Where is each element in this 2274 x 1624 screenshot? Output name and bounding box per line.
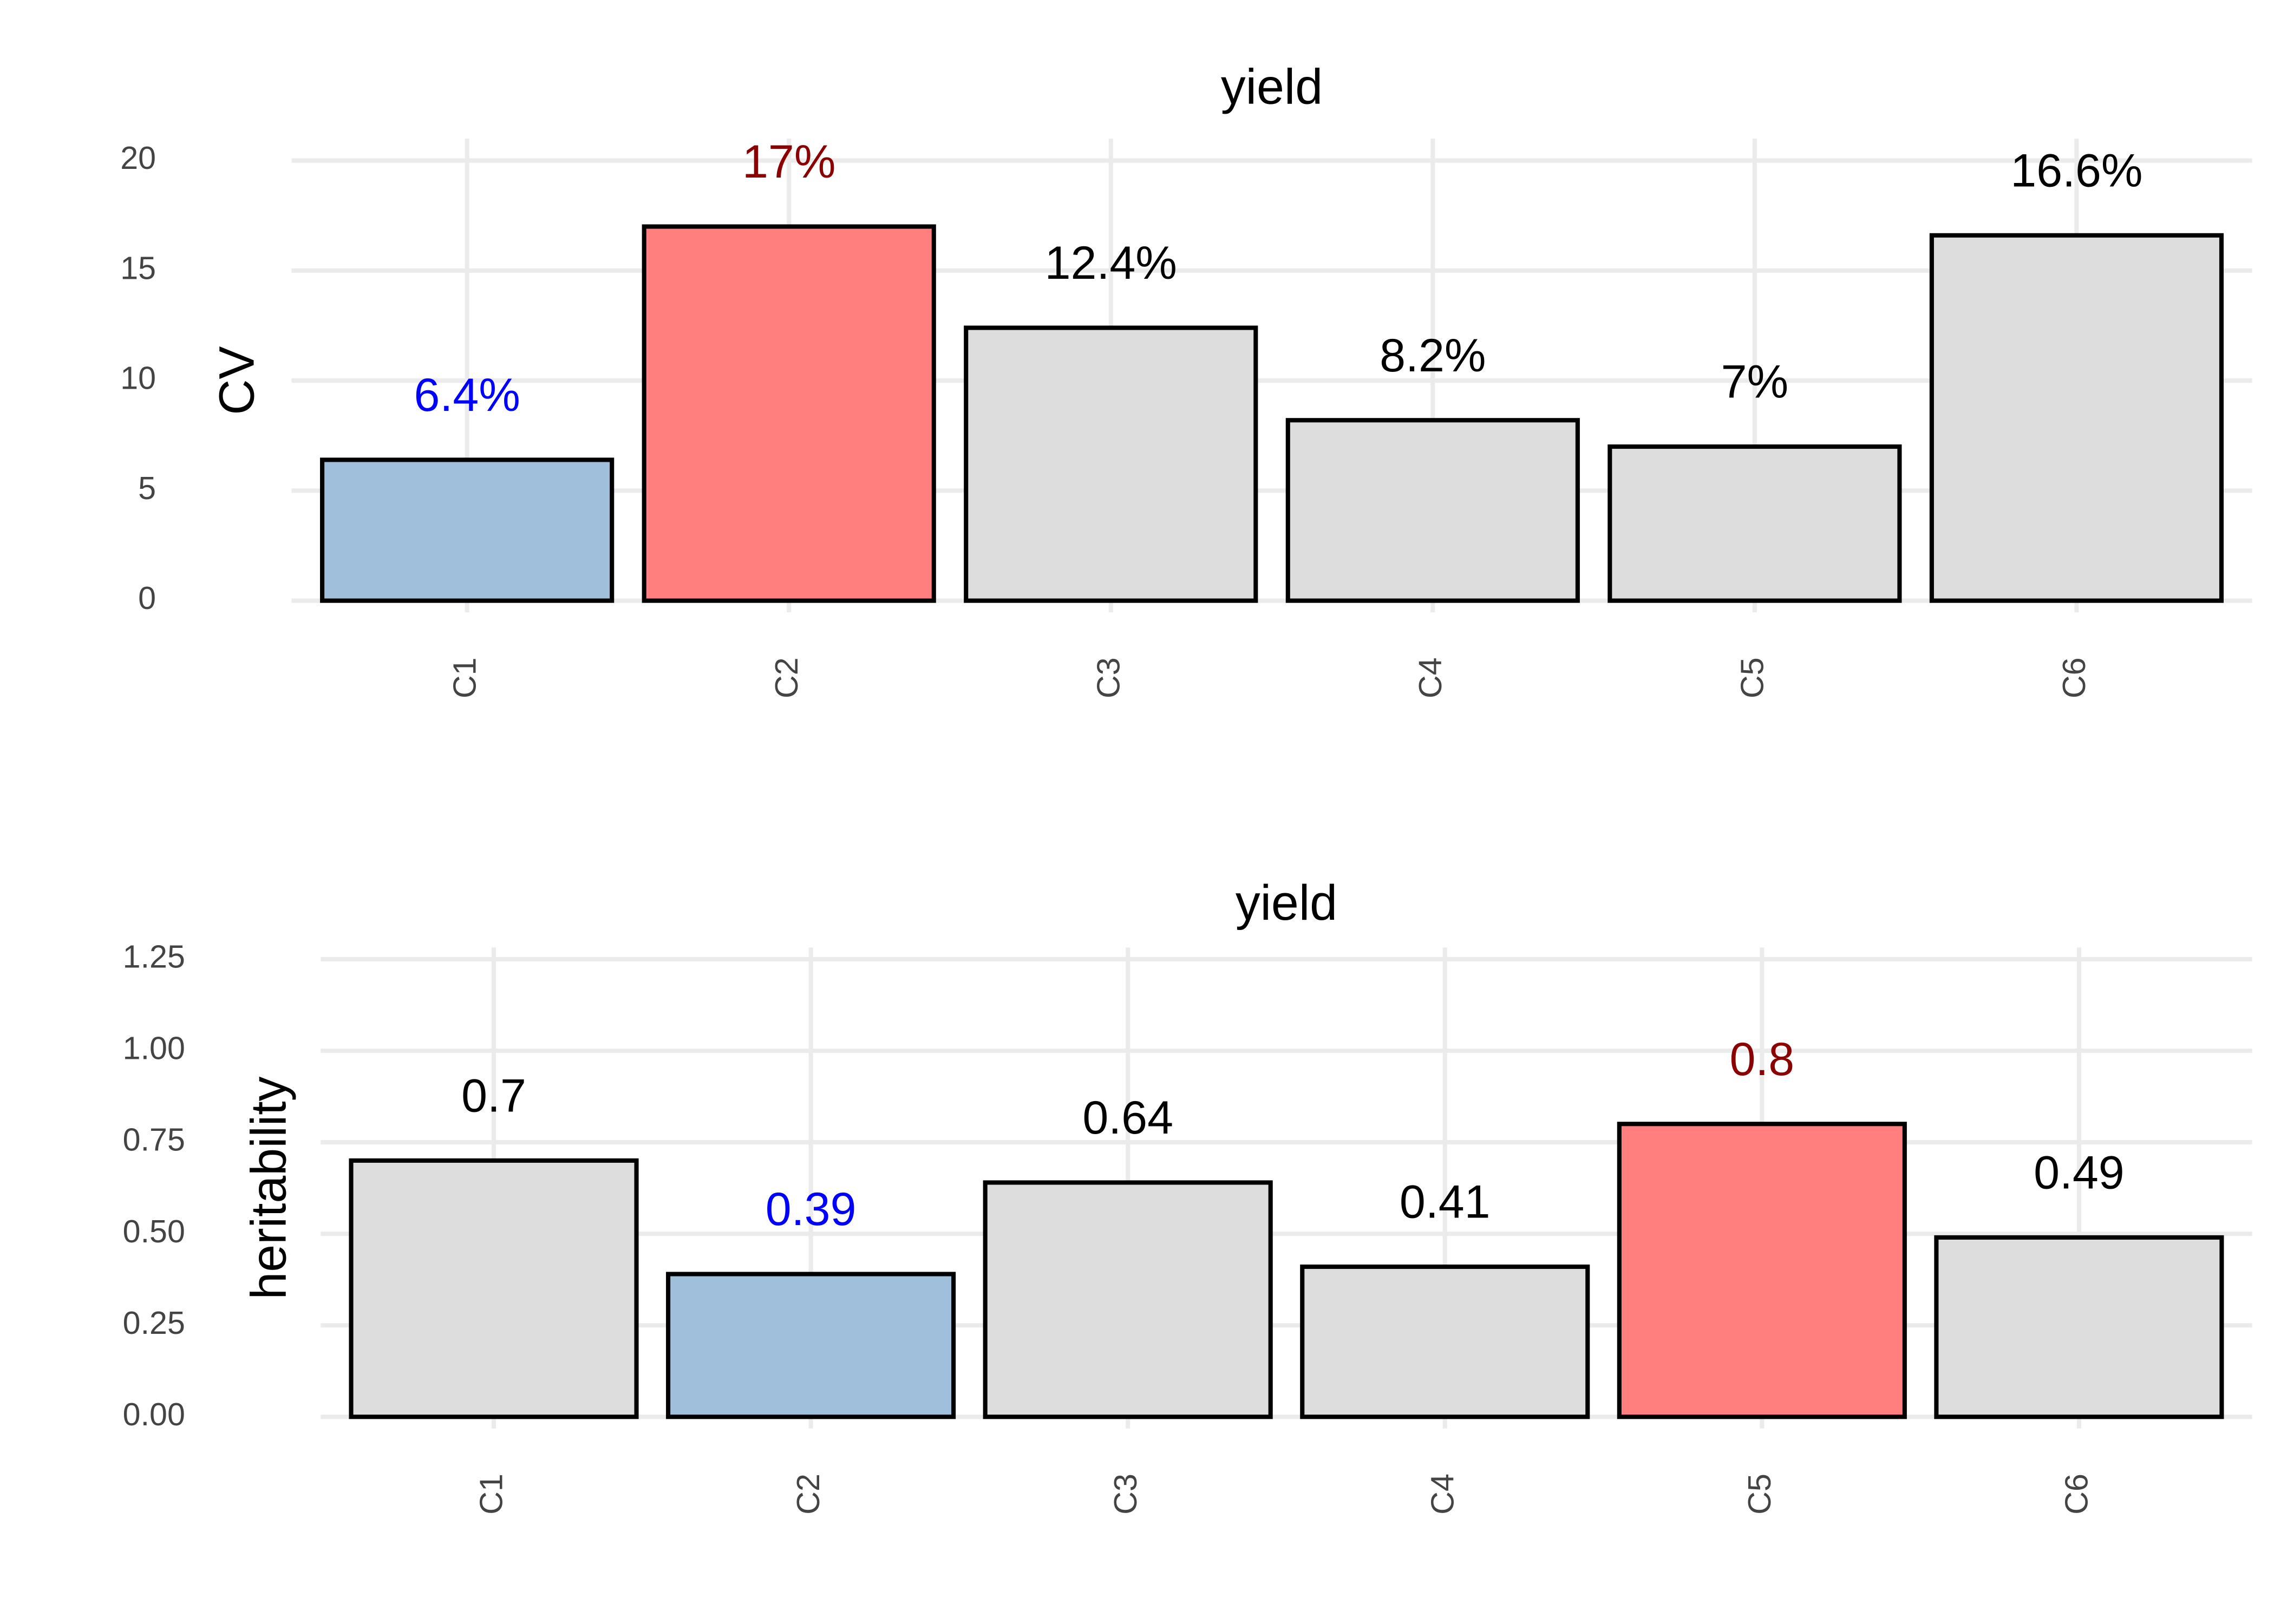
- x-tick-label: C6: [2056, 657, 2092, 698]
- value-label: 0.41: [1400, 1176, 1491, 1228]
- value-label: 0.49: [2034, 1147, 2125, 1199]
- y-tick-label: 0.75: [123, 1122, 185, 1158]
- y-axis-label: CV: [209, 346, 264, 415]
- x-tick-label: C1: [473, 1474, 509, 1515]
- y-tick-label: 0.50: [123, 1213, 185, 1249]
- x-tick-label: C3: [1090, 657, 1126, 698]
- x-tick-label: C2: [768, 657, 805, 698]
- chart-title: yield: [1236, 875, 1337, 931]
- value-label: 12.4%: [1045, 237, 1177, 289]
- bar: [1929, 233, 2224, 603]
- value-label: 0.8: [1729, 1033, 1794, 1085]
- x-tick-label: C4: [1424, 1474, 1460, 1515]
- value-label: 0.64: [1082, 1092, 1173, 1144]
- value-label: 16.6%: [2010, 145, 2142, 197]
- x-tick-label: C4: [1412, 657, 1448, 698]
- value-label: 6.4%: [414, 369, 520, 421]
- x-tick-label: C6: [2059, 1474, 2095, 1515]
- bar: [1617, 1122, 1907, 1419]
- y-axis-label: heritability: [241, 1076, 297, 1299]
- x-tick-label: C2: [790, 1474, 826, 1515]
- bar: [666, 1272, 956, 1419]
- bar: [983, 1180, 1273, 1419]
- value-label: 8.2%: [1380, 330, 1486, 382]
- x-tick-label: C1: [446, 657, 482, 698]
- y-tick-label: 5: [138, 470, 156, 506]
- value-label: 7%: [1721, 356, 1789, 408]
- bar: [1608, 444, 1902, 603]
- bar: [1934, 1235, 2224, 1419]
- value-label: 0.7: [461, 1070, 526, 1122]
- y-tick-label: 0.00: [123, 1396, 185, 1432]
- value-label: 0.39: [766, 1183, 857, 1235]
- y-tick-label: 0: [138, 580, 156, 616]
- y-tick-label: 10: [120, 360, 156, 396]
- x-tick-label: C3: [1107, 1474, 1143, 1515]
- bar: [964, 325, 1258, 603]
- y-tick-label: 1.00: [123, 1030, 185, 1066]
- chart-title: yield: [1221, 59, 1323, 114]
- y-tick-label: 15: [120, 250, 156, 286]
- x-tick-label: C5: [1734, 657, 1770, 698]
- bar: [320, 457, 615, 603]
- bar: [1285, 418, 1580, 603]
- y-tick-label: 0.25: [123, 1305, 185, 1341]
- y-tick-label: 20: [120, 140, 156, 176]
- value-label: 17%: [742, 136, 835, 188]
- bar: [1300, 1264, 1590, 1419]
- x-tick-label: C5: [1741, 1474, 1778, 1515]
- bar: [642, 224, 936, 603]
- y-tick-label: 1.25: [123, 939, 185, 975]
- bar: [349, 1158, 639, 1419]
